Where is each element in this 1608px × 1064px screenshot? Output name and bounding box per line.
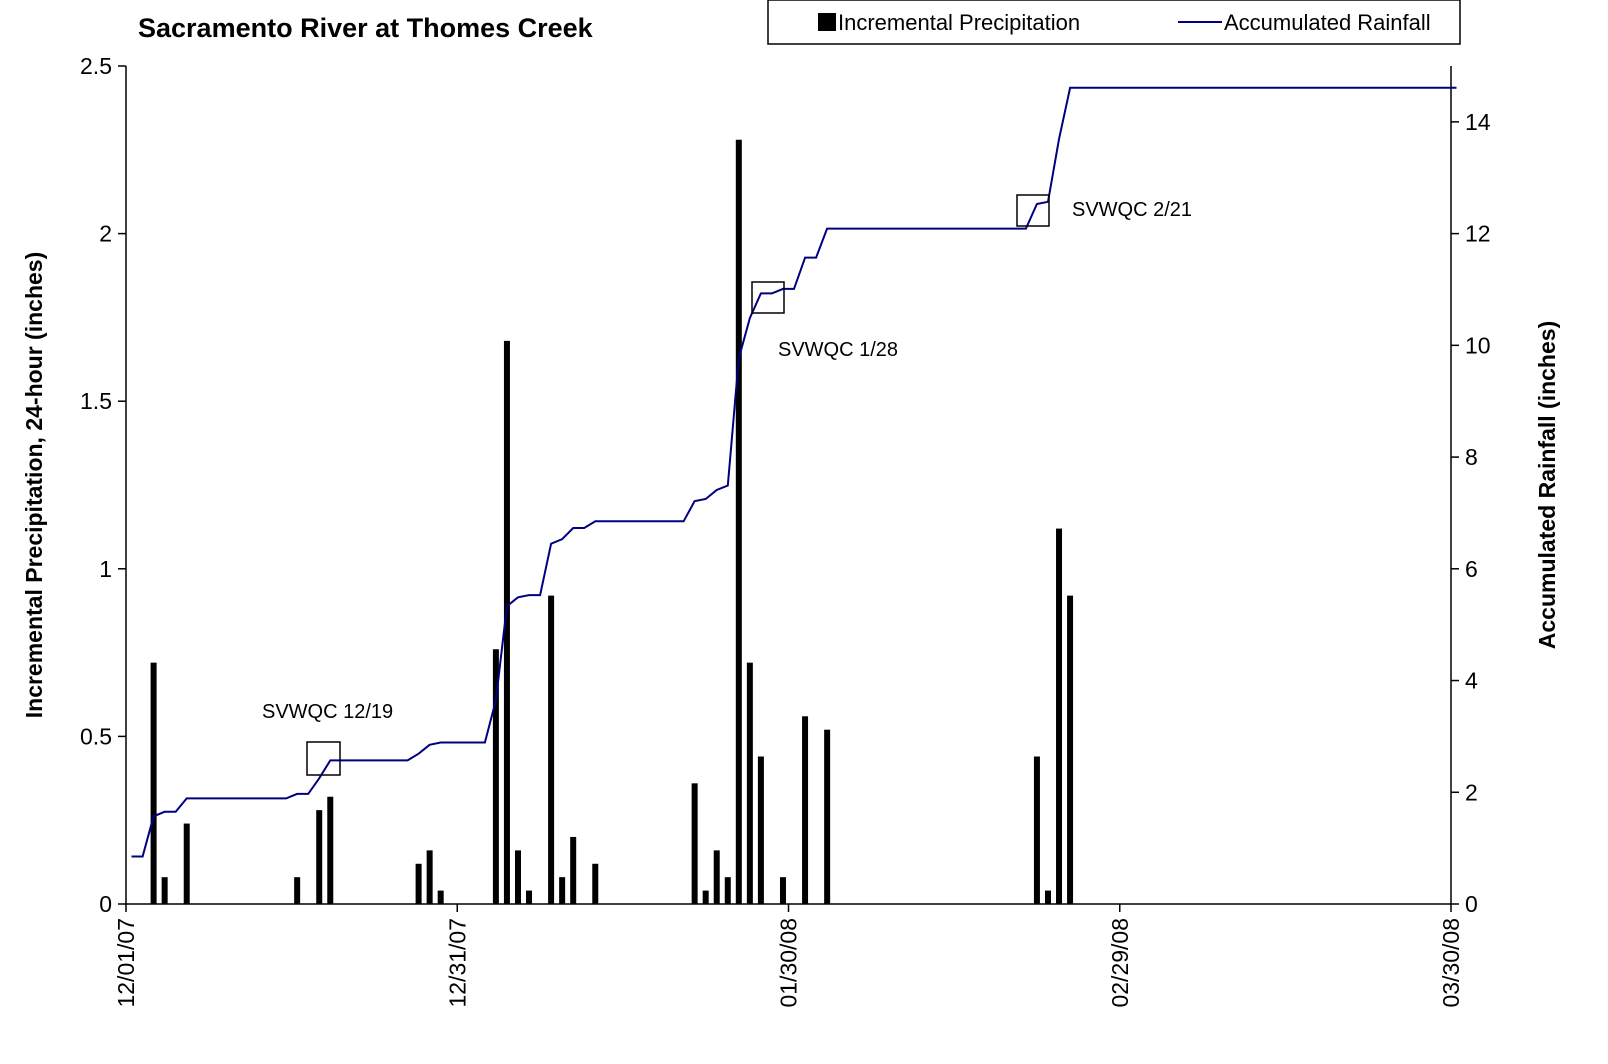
y-tick-label: 1	[99, 556, 112, 582]
bar	[702, 890, 709, 904]
bar	[526, 890, 533, 904]
bar	[1056, 528, 1063, 904]
y2-axis-title: Accumulated Rainfall (inches)	[1534, 321, 1560, 649]
annotation: SVWQC 12/19	[262, 701, 393, 723]
x-tick-label: 12/31/07	[444, 918, 470, 1008]
legend-swatch	[818, 13, 836, 31]
y-tick-label: 2	[99, 221, 112, 247]
bar	[746, 662, 753, 904]
y-tick-label: 0.5	[80, 723, 112, 749]
y2-tick-label: 10	[1465, 332, 1491, 358]
bar	[735, 139, 742, 904]
bar	[183, 823, 190, 904]
y2-tick-label: 6	[1465, 556, 1478, 582]
bar	[1067, 595, 1074, 904]
legend-label: Accumulated Rainfall	[1224, 10, 1431, 35]
y2-tick-label: 4	[1465, 668, 1478, 694]
bar	[327, 796, 334, 904]
y2-tick-label: 0	[1465, 891, 1478, 917]
y2-tick-label: 2	[1465, 779, 1478, 805]
bar	[757, 756, 764, 904]
bar	[316, 810, 323, 904]
y2-tick-label: 14	[1465, 109, 1491, 135]
bar	[592, 863, 599, 904]
bar	[1044, 890, 1051, 904]
annotation-box	[306, 741, 341, 776]
bar	[161, 877, 168, 904]
bar	[1033, 756, 1040, 904]
y-tick-label: 1.5	[80, 388, 112, 414]
annotation-box	[751, 281, 785, 314]
bar	[294, 877, 301, 904]
legend-label: Incremental Precipitation	[838, 10, 1080, 35]
bar	[548, 595, 555, 904]
bar	[150, 662, 157, 904]
bar	[691, 783, 698, 904]
bar	[426, 850, 433, 904]
x-tick-label: 12/01/07	[113, 918, 139, 1008]
x-tick-label: 01/30/08	[776, 918, 802, 1008]
y2-tick-label: 12	[1465, 221, 1491, 247]
y-axis-title: Incremental Precipitation, 24-hour (inch…	[21, 252, 47, 719]
annotation: SVWQC 2/21	[1072, 199, 1192, 221]
line	[131, 86, 1457, 858]
y2-tick-label: 8	[1465, 444, 1478, 470]
bar	[824, 729, 831, 904]
x-tick-label: 03/30/08	[1438, 918, 1464, 1008]
annotation-box	[1016, 194, 1050, 227]
y-tick-label: 0	[99, 891, 112, 917]
chart-title: Sacramento River at Thomes Creek	[138, 13, 594, 43]
bar	[437, 890, 444, 904]
bar	[514, 850, 521, 904]
bar	[570, 836, 577, 904]
legend-box	[767, 0, 1461, 45]
bar	[559, 877, 566, 904]
bar	[724, 877, 731, 904]
bar	[492, 649, 499, 904]
x-tick-label: 02/29/08	[1107, 918, 1133, 1008]
bar	[802, 716, 809, 904]
y-tick-label: 2.5	[80, 53, 112, 79]
bar	[713, 850, 720, 904]
bar	[503, 340, 510, 904]
bar	[779, 877, 786, 904]
bar	[415, 863, 422, 904]
annotation: SVWQC 1/28	[778, 339, 898, 361]
